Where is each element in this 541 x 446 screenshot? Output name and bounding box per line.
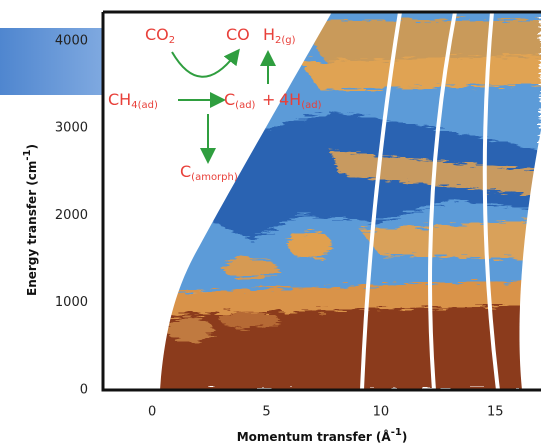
annotation-text: C xyxy=(180,162,191,181)
annotation-text: CO xyxy=(145,25,169,44)
x-tick-label: 10 xyxy=(373,405,390,420)
annotation: CH4(ad) xyxy=(108,90,158,112)
annotation: C(amorph) xyxy=(180,162,238,184)
annotation: CO2 xyxy=(145,25,175,47)
annotation: CO xyxy=(226,25,250,44)
x-tick-label: 15 xyxy=(487,405,504,420)
y-axis-label-sup: -1 xyxy=(22,149,33,160)
annotation-sub: 4(ad) xyxy=(131,100,158,111)
x-tick-label: 0 xyxy=(148,405,156,420)
y-axis-label-text: Energy transfer (cm xyxy=(25,161,39,296)
y-tick-label: 2000 xyxy=(55,208,88,223)
y-tick-label: 1000 xyxy=(55,295,88,310)
annotation-sub: 2 xyxy=(169,35,175,46)
x-axis-label-text: Momentum transfer (Å xyxy=(237,429,392,444)
y-tick-label: 0 xyxy=(80,383,88,398)
annotation-text: CH xyxy=(108,90,131,109)
x-tick-label: 5 xyxy=(262,405,270,420)
annotation: + xyxy=(262,90,275,109)
annotation-sub: (ad) xyxy=(301,100,321,111)
x-axis-label-tail: ) xyxy=(402,430,407,444)
y-tick-label: 3000 xyxy=(55,121,88,136)
annotation-sub: 2(g) xyxy=(275,35,296,46)
annotation-text: 4H xyxy=(279,90,301,109)
y-axis-label: Energy transfer (cm-1) xyxy=(22,144,39,296)
x-axis-label: Momentum transfer (Å-1) xyxy=(237,427,408,444)
heatmap xyxy=(103,0,541,390)
chart: 0 1000 2000 3000 4000 0 5 10 15 Momentum transfer… xyxy=(0,0,541,446)
annotation: C(ad) xyxy=(224,90,256,112)
annotation-text: C xyxy=(224,90,235,109)
annotation-text: H xyxy=(263,25,275,44)
annotation-sub: (amorph) xyxy=(191,172,238,183)
arrow xyxy=(172,52,235,77)
annotation-text: CO xyxy=(226,25,250,44)
annotation: H2(g) xyxy=(263,25,296,47)
x-axis-label-sup: -1 xyxy=(391,427,402,438)
y-tick-label: 4000 xyxy=(55,33,88,48)
y-axis-label-tail: ) xyxy=(25,144,39,149)
annotation-text: + xyxy=(262,90,275,109)
annotation-sub: (ad) xyxy=(235,100,255,111)
